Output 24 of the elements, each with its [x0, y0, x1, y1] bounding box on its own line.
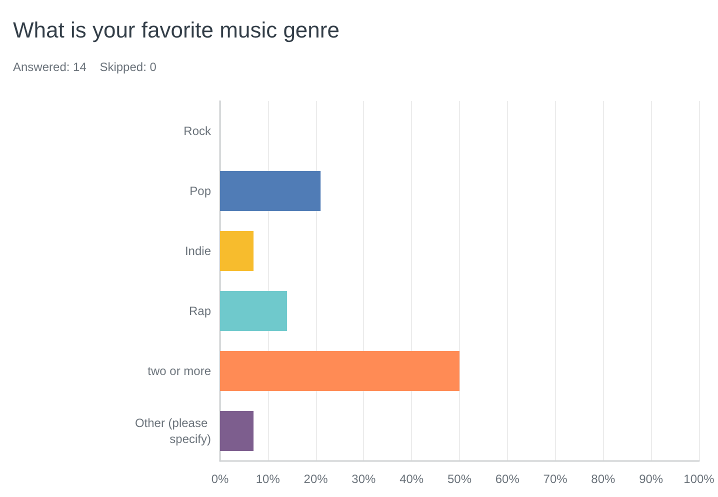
x-tick-label: 30%: [352, 472, 376, 486]
x-tick-label: 60%: [495, 472, 520, 486]
bar: [220, 410, 254, 452]
x-tick-label: 40%: [400, 472, 424, 486]
bar: [220, 230, 254, 272]
x-tick-label: 50%: [447, 472, 472, 486]
x-tick-label: 10%: [256, 472, 280, 486]
x-tick-label: 20%: [304, 472, 328, 486]
x-tick-label: 100%: [684, 472, 715, 486]
y-tick-label: Pop: [190, 184, 212, 198]
x-tick-label: 70%: [543, 472, 568, 486]
x-tick-label: 80%: [591, 472, 616, 486]
y-tick-label: Rap: [188, 304, 212, 318]
y-tick-label: Other (please specify): [134, 416, 212, 446]
x-tick-label: 90%: [639, 472, 664, 486]
bar: [220, 290, 288, 332]
y-tick-label: Indie: [184, 244, 212, 258]
bar: [220, 350, 460, 392]
text: Answered: 14 Skipped: 0: [13, 60, 157, 74]
bar: [220, 170, 321, 212]
chart-title: What is your favorite music genre: [13, 18, 340, 42]
y-tick-label: Rock: [184, 124, 212, 138]
x-tick-label: 0%: [211, 472, 229, 486]
y-tick-label: two or more: [148, 364, 212, 378]
